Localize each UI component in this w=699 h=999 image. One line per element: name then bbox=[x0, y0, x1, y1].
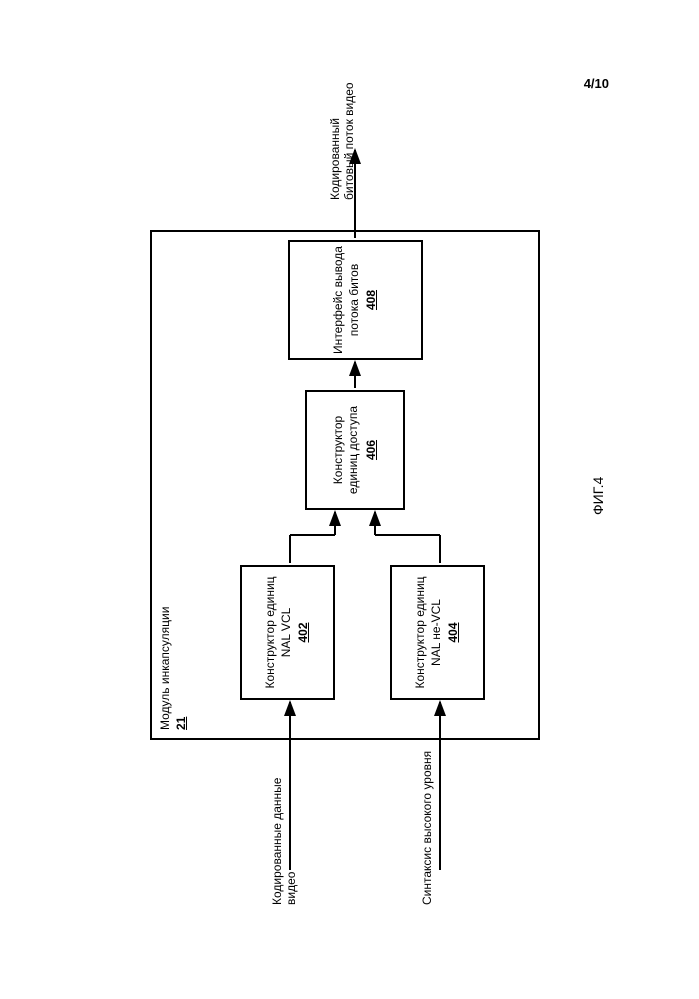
input-label-syntax: Синтаксис высокого уровня bbox=[420, 745, 434, 905]
outer-title-number: 21 bbox=[174, 717, 188, 730]
block-404-label: Конструктор единиц NAL не-VCL bbox=[413, 571, 444, 694]
encapsulation-module-title: Модуль инкапсуляции 21 bbox=[158, 607, 189, 730]
input-label-coded-video: Кодированные данные видео bbox=[270, 745, 298, 905]
output-label-bitstream: Кодированный битовый поток видео bbox=[328, 70, 356, 200]
diagram-rotation-wrapper: Модуль инкапсуляции 21 Конструктор едини… bbox=[70, 70, 630, 930]
block-406-number: 406 bbox=[364, 440, 380, 460]
block-bitstream-output-interface: Интерфейс вывода потока битов 408 bbox=[288, 240, 423, 360]
outer-title-text: Модуль инкапсуляции bbox=[158, 607, 172, 730]
block-406-label: Конструктор единиц доступа bbox=[331, 396, 362, 504]
block-vcl-nal-constructor: Конструктор единиц NAL VCL 402 bbox=[240, 565, 335, 700]
block-408-label: Интерфейс вывода потока битов bbox=[331, 246, 362, 354]
block-402-label: Конструктор единиц NAL VCL bbox=[263, 571, 294, 694]
block-402-number: 402 bbox=[296, 622, 312, 642]
block-access-unit-constructor: Конструктор единиц доступа 406 bbox=[305, 390, 405, 510]
block-408-number: 408 bbox=[364, 290, 380, 310]
diagram-canvas: Модуль инкапсуляции 21 Конструктор едини… bbox=[70, 70, 630, 930]
block-404-number: 404 bbox=[446, 622, 462, 642]
block-nonvcl-nal-constructor: Конструктор единиц NAL не-VCL 404 bbox=[390, 565, 485, 700]
figure-caption: ФИГ.4 bbox=[590, 477, 606, 515]
